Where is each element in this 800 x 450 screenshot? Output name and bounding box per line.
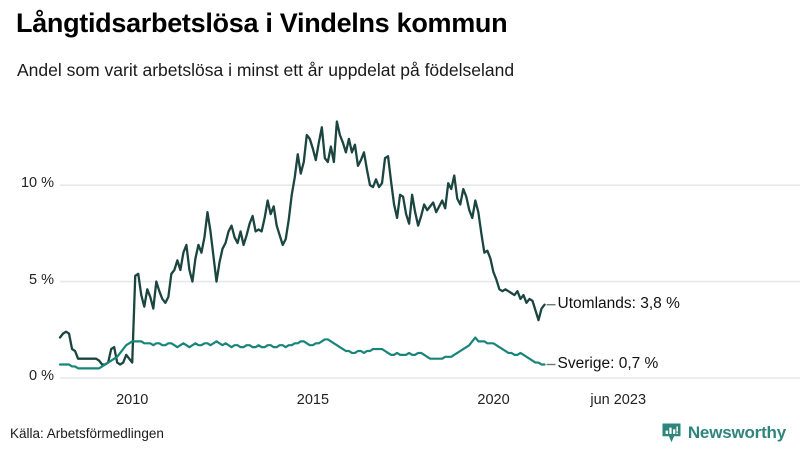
page-subtitle: Andel som varit arbetslösa i minst ett å… [17, 60, 515, 80]
bar-chart-pin-icon [662, 423, 681, 443]
x-tick-label: 2010 [116, 392, 149, 408]
y-tick-label: 0 % [29, 368, 54, 384]
brand-name: Newsworthy [687, 423, 786, 442]
series-line-utomlands [58, 120, 546, 366]
x-tick-label: jun 2023 [590, 392, 647, 408]
series-label-utomlands: Utomlands: 3,8 % [557, 294, 680, 312]
series-line-sverige [58, 336, 546, 370]
x-tick-label: 2015 [296, 392, 330, 408]
newsworthy-brand: Newsworthy [661, 422, 786, 444]
source-note: Källa: Arbetsförmedlingen [10, 426, 164, 441]
series-label-sverige: Sverige: 0,7 % [557, 354, 659, 372]
page-title: Långtidsarbetslösa i Vindelns kommun [16, 8, 508, 38]
x-tick-label: 2020 [477, 392, 510, 408]
y-tick-label: 10 % [20, 175, 54, 192]
y-tick-label: 5 % [29, 271, 54, 288]
